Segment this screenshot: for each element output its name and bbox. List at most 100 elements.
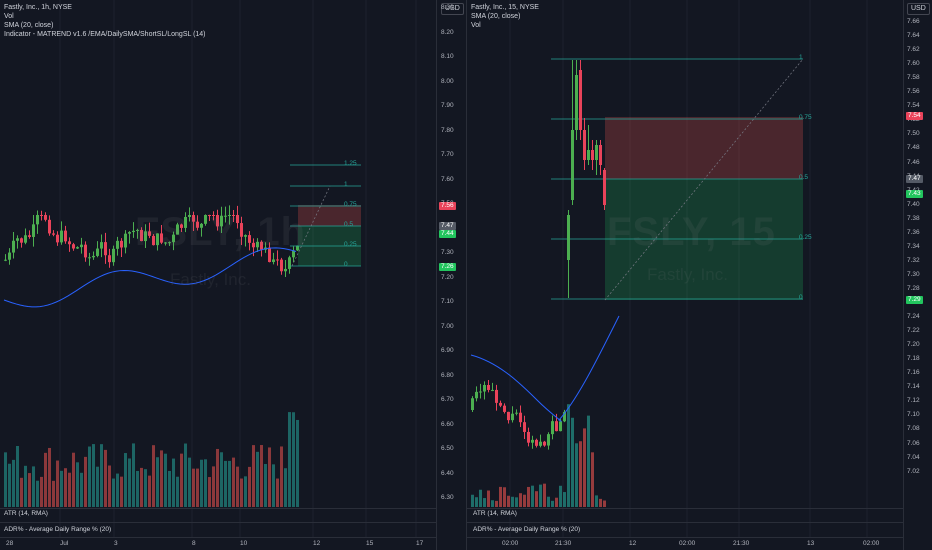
left-sma-label[interactable]: SMA (20, close) (4, 22, 54, 29)
left-volume-bar (256, 451, 259, 507)
right-candle (579, 70, 582, 130)
right-volume-bar (519, 493, 522, 507)
left-candle (164, 242, 167, 244)
left-chart-canvas[interactable] (0, 0, 436, 550)
left-volume-bar (284, 468, 287, 507)
right-currency-button[interactable]: USD (907, 3, 930, 15)
left-candle (72, 244, 75, 249)
right-adr-label[interactable]: ADR% - Average Daily Range % (20) (473, 526, 581, 533)
left-volume-bar (228, 460, 231, 507)
left-price-label: 7.20 (441, 273, 454, 281)
left-price-label: 8.30 (441, 4, 454, 11)
left-volume-bar (128, 458, 131, 507)
left-candle (152, 235, 155, 246)
right-time-label: 02:00 (679, 540, 696, 547)
right-candle (591, 150, 594, 160)
right-candle (571, 130, 574, 200)
right-volume-bar (595, 495, 598, 507)
left-price-label: 7.60 (441, 175, 454, 183)
right-price-label: 7.22 (907, 327, 920, 335)
right-volume-bar (531, 485, 534, 507)
left-time-label: Jul (60, 540, 69, 547)
right-price-axis[interactable]: USD 7.667.647.627.607.587.567.547.527.50… (903, 0, 932, 550)
right-price-label: 7.62 (907, 46, 920, 54)
right-volume-bar (475, 497, 478, 507)
left-vol-label[interactable]: Vol (4, 13, 14, 20)
left-adr-label[interactable]: ADR% - Average Daily Range % (20) (4, 526, 112, 533)
right-atr-label[interactable]: ATR (14, RMA) (473, 510, 517, 517)
left-candle (296, 245, 299, 251)
left-price-tag: 7.56 (439, 202, 456, 210)
left-volume-bar (280, 446, 283, 507)
left-candle (84, 244, 87, 258)
right-fib-label: 1 (799, 54, 803, 61)
left-volume-bar (64, 468, 67, 507)
left-volume-bar (60, 470, 63, 507)
left-volume-bar (104, 449, 107, 507)
right-volume-bar (567, 404, 570, 507)
left-volume-bar (76, 462, 79, 507)
left-candle (200, 223, 203, 228)
left-volume-bar (208, 477, 211, 507)
right-price-tag: 7.29 (906, 296, 923, 304)
left-volume-bar (148, 475, 151, 507)
left-volume-bar (188, 457, 191, 507)
left-candle (272, 259, 275, 263)
right-symbol-title[interactable]: Fastly, Inc., 15, NYSE (471, 4, 539, 11)
left-price-label: 7.70 (441, 151, 454, 158)
right-candle (483, 385, 486, 392)
left-candle (92, 255, 95, 258)
right-price-label: 7.60 (907, 60, 920, 68)
left-fib-label: 1.25 (344, 160, 357, 167)
left-symbol-title[interactable]: Fastly, Inc., 1h, NYSE (4, 4, 72, 11)
left-volume-bar (16, 445, 19, 507)
left-price-label: 7.00 (441, 322, 454, 330)
right-fib-label: 0 (799, 294, 803, 301)
left-candle (204, 215, 207, 224)
right-price-label: 7.58 (907, 74, 920, 82)
left-volume-bar (244, 476, 247, 507)
right-sma-label[interactable]: SMA (20, close) (471, 13, 521, 20)
left-currency-button[interactable]: USD (441, 3, 464, 15)
left-candle (116, 240, 119, 249)
right-candle (515, 412, 518, 414)
left-fib-label: 0.5 (344, 221, 354, 228)
right-price-label: 7.02 (907, 467, 920, 475)
left-atr-label[interactable]: ATR (14, RMA) (4, 510, 48, 517)
right-volume-bar (591, 452, 594, 507)
left-price-axis[interactable]: USD 8.308.208.108.007.907.807.707.607.50… (436, 0, 467, 550)
right-candle (583, 130, 586, 160)
left-volume-bar (292, 412, 295, 507)
right-volume-bar (499, 486, 502, 507)
right-time-label: 02:00 (863, 540, 880, 547)
left-time-label: 17 (416, 540, 424, 547)
left-volume-bar (260, 445, 263, 507)
left-time-label: 15 (366, 540, 374, 547)
left-indicator-label[interactable]: Indicator - MATREND v1.6 /EMA/DailySMA/S… (4, 31, 206, 38)
right-vol-label[interactable]: Vol (471, 22, 481, 29)
left-price-label: 8.10 (441, 53, 454, 60)
right-volume-bar (483, 498, 486, 507)
right-chart-pane[interactable]: Fastly, Inc., 15, NYSE SMA (20, close) V… (466, 0, 904, 550)
right-stop-zone (605, 117, 803, 179)
right-candle (519, 412, 522, 423)
right-volume-bar (571, 417, 574, 507)
left-candle (4, 259, 7, 261)
left-volume-bar (184, 443, 187, 507)
left-fib-label: 0.75 (344, 201, 357, 208)
right-price-label: 7.66 (907, 18, 920, 25)
left-volume-bar (40, 476, 43, 507)
left-candle (252, 242, 255, 248)
left-watermark-sub: Fastly, Inc. (170, 270, 251, 289)
right-candle (471, 398, 474, 410)
left-price-label: 8.20 (441, 28, 454, 36)
left-candle (40, 215, 43, 216)
left-fib-trend (291, 185, 331, 267)
left-candle (8, 252, 11, 260)
right-time-label: 13 (807, 540, 815, 547)
left-time-label: 28 (6, 540, 14, 547)
left-chart-pane[interactable]: Fastly, Inc., 1h, NYSE Vol SMA (20, clos… (0, 0, 436, 550)
right-chart-canvas[interactable] (467, 0, 904, 550)
left-candle (52, 233, 55, 235)
right-candle (491, 389, 494, 391)
